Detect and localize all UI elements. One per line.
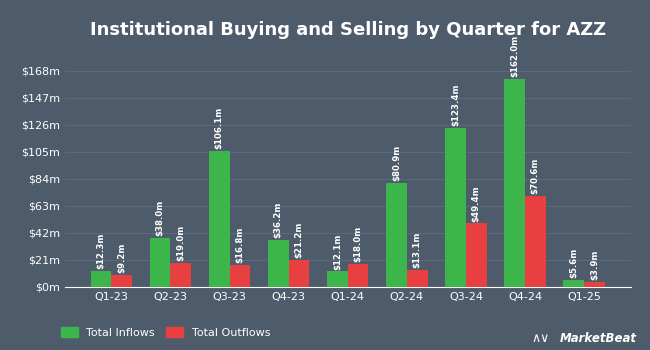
Text: $106.1m: $106.1m (214, 106, 224, 148)
Bar (150, 238, 170, 287)
Text: $80.9m: $80.9m (392, 145, 401, 181)
Text: $21.2m: $21.2m (294, 222, 304, 258)
Bar (91, 271, 111, 287)
Text: ∧∨: ∧∨ (531, 332, 549, 345)
Text: $123.4m: $123.4m (451, 84, 460, 126)
Bar (209, 150, 229, 287)
Text: $49.4m: $49.4m (472, 185, 481, 222)
Bar (407, 270, 428, 287)
Bar (111, 275, 132, 287)
Bar (229, 265, 250, 287)
Bar (584, 282, 604, 287)
Text: $36.2m: $36.2m (274, 202, 283, 238)
Bar (268, 240, 289, 287)
Bar (386, 183, 407, 287)
Text: $3.9m: $3.9m (590, 250, 599, 280)
Text: $16.8m: $16.8m (235, 227, 244, 264)
Title: Institutional Buying and Selling by Quarter for AZZ: Institutional Buying and Selling by Quar… (90, 21, 606, 39)
Text: $13.1m: $13.1m (413, 232, 422, 268)
Text: $12.3m: $12.3m (97, 233, 105, 269)
Bar (564, 280, 584, 287)
Text: $18.0m: $18.0m (354, 226, 363, 262)
Bar (327, 272, 348, 287)
Text: $12.1m: $12.1m (333, 233, 342, 270)
Text: MarketBeat: MarketBeat (560, 332, 637, 345)
Text: $38.0m: $38.0m (155, 200, 164, 236)
Text: $19.0m: $19.0m (176, 224, 185, 261)
Bar (525, 196, 546, 287)
Text: $70.6m: $70.6m (531, 158, 540, 194)
Bar (466, 223, 487, 287)
Legend: Total Inflows, Total Outflows: Total Inflows, Total Outflows (58, 323, 274, 341)
Bar (289, 260, 309, 287)
Text: $162.0m: $162.0m (510, 34, 519, 77)
Bar (445, 128, 466, 287)
Bar (504, 79, 525, 287)
Bar (170, 262, 191, 287)
Text: $5.6m: $5.6m (569, 247, 578, 278)
Text: $9.2m: $9.2m (117, 243, 126, 273)
Bar (348, 264, 369, 287)
